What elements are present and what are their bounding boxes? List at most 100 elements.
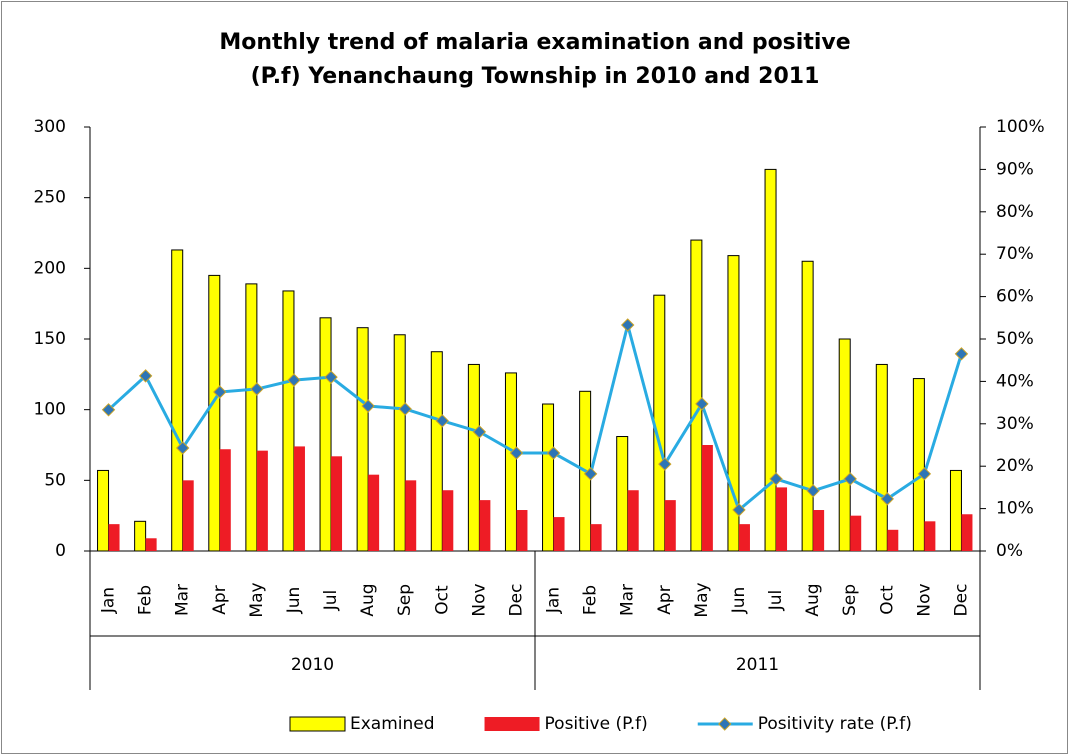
bar	[97, 469, 110, 552]
chart-title: Monthly trend of malaria examination and…	[219, 30, 851, 89]
bar	[887, 529, 899, 551]
x-tick-label: Dec	[506, 584, 526, 617]
bar	[813, 510, 825, 551]
bar	[801, 260, 814, 552]
legend-swatch	[484, 717, 540, 731]
bar	[282, 290, 295, 552]
bar	[701, 445, 713, 551]
bar	[690, 239, 703, 552]
y-tick-label: 250	[34, 188, 66, 208]
x-tick-label: Jan	[99, 587, 119, 614]
x-tick-label: Jul	[321, 590, 341, 612]
bar	[108, 524, 120, 551]
bar	[727, 255, 740, 552]
legend-marker	[718, 717, 732, 731]
y2-tick-label: 80%	[996, 202, 1034, 222]
bar	[542, 403, 555, 552]
y2-tick-label: 0%	[996, 541, 1023, 561]
bar	[171, 249, 184, 552]
line-marker	[843, 472, 857, 486]
bar	[182, 480, 194, 551]
bar	[504, 372, 517, 552]
x-tick-label: Jul	[766, 590, 786, 612]
line-marker	[213, 385, 227, 399]
group-label: 2011	[736, 655, 779, 675]
bar	[331, 456, 343, 551]
bar	[949, 469, 962, 552]
y2-tick-label: 70%	[996, 244, 1034, 264]
bar	[627, 490, 639, 551]
y-tick-label: 50	[44, 470, 66, 490]
bar	[850, 515, 862, 551]
line-marker	[472, 425, 487, 439]
line-marker	[250, 382, 264, 396]
line-marker	[546, 446, 561, 460]
legend-label: Positivity rate (P.f)	[758, 714, 912, 734]
bar	[430, 351, 443, 552]
line-marker	[176, 441, 190, 455]
line-marker	[695, 397, 709, 411]
bar	[145, 538, 157, 551]
x-tick-label: Jun	[284, 587, 304, 615]
bar	[553, 517, 565, 551]
x-tick-label: Jun	[729, 587, 749, 615]
y2-tick-label: 90%	[996, 159, 1034, 179]
y-tick-label: 0	[55, 541, 66, 561]
line-marker	[769, 472, 783, 486]
bar	[616, 436, 629, 552]
line-marker	[138, 369, 153, 383]
line-marker	[917, 467, 932, 481]
bar	[256, 450, 268, 551]
bar	[838, 338, 851, 552]
x-tick-label: Nov	[469, 583, 489, 616]
x-tick-label: Oct	[432, 585, 452, 615]
bar	[219, 449, 231, 551]
line-marker	[954, 347, 969, 361]
bar	[479, 500, 491, 551]
bar	[393, 334, 406, 552]
group-label: 2010	[291, 655, 334, 675]
y2-tick-label: 50%	[996, 329, 1034, 349]
y-tick-label: 150	[34, 329, 66, 349]
line-marker	[287, 373, 301, 387]
x-tick-label: Jan	[544, 587, 564, 614]
line-marker	[621, 318, 635, 332]
line-marker	[880, 492, 894, 506]
bar	[764, 168, 777, 552]
bar	[245, 283, 258, 552]
line-marker	[658, 457, 672, 471]
bar	[516, 510, 528, 551]
x-tick-label: Mar	[173, 584, 193, 616]
y-tick-label: 300	[34, 117, 66, 137]
bar	[590, 524, 602, 551]
line-marker	[361, 399, 375, 413]
x-tick-label: Sep	[395, 584, 415, 616]
bar	[875, 363, 888, 552]
y2-tick-label: 10%	[996, 499, 1034, 519]
line-marker	[509, 446, 524, 460]
bar	[664, 500, 676, 551]
bar	[134, 520, 147, 552]
x-tick-label: Aug	[803, 583, 823, 616]
y2-tick-label: 20%	[996, 456, 1034, 476]
bar	[776, 487, 788, 551]
bar	[467, 363, 480, 552]
bar	[405, 480, 417, 551]
bar	[368, 474, 380, 551]
x-tick-label: Apr	[655, 585, 675, 614]
x-tick-label: Oct	[877, 585, 897, 615]
legend-swatch	[289, 716, 346, 732]
x-tick-label: May	[247, 582, 267, 617]
x-tick-label: Dec	[951, 584, 971, 617]
line-marker	[583, 467, 598, 481]
x-tick-label: Apr	[210, 585, 230, 614]
y2-tick-label: 40%	[996, 371, 1034, 391]
bar	[442, 490, 454, 551]
bar	[319, 317, 332, 552]
line-marker	[435, 414, 449, 428]
bar	[356, 327, 369, 552]
line-marker	[398, 402, 412, 416]
x-tick-label: Feb	[581, 585, 601, 615]
